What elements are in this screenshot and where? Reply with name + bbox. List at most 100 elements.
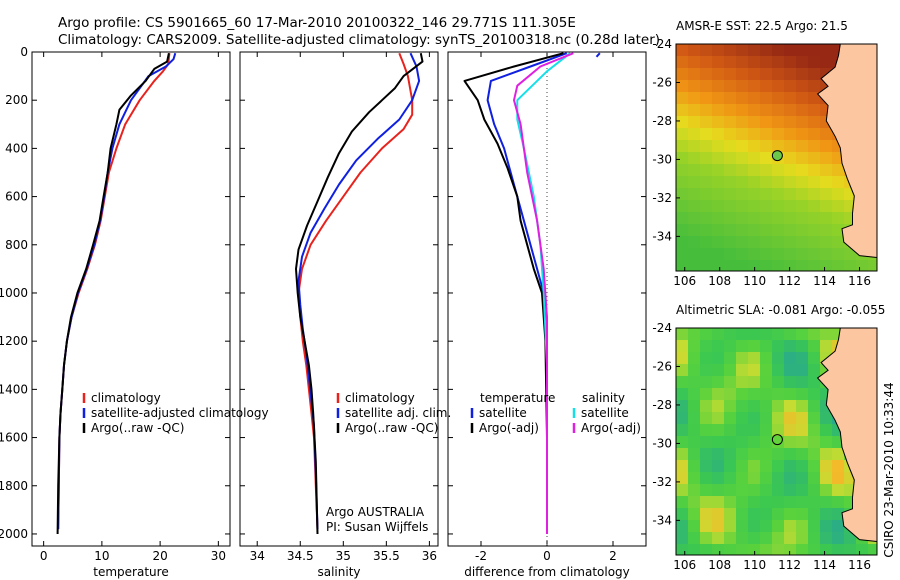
map-cell [784, 44, 797, 57]
map-cell [712, 188, 725, 201]
map-cell [772, 448, 785, 461]
map-cell [844, 248, 857, 261]
map-cell [736, 140, 749, 153]
map-cell [712, 92, 725, 105]
map-cell [796, 212, 809, 225]
map-cell [700, 376, 713, 389]
map-cell [868, 260, 877, 271]
map-cell [796, 544, 809, 555]
series-line [595, 52, 601, 58]
map-cell [736, 116, 749, 129]
map-cell [808, 152, 821, 165]
map-cell [712, 472, 725, 485]
map-cell [712, 484, 725, 497]
figure-title-line1: Argo profile: CS 5901665_60 17-Mar-2010 … [58, 15, 576, 31]
map-cell [748, 56, 761, 69]
map-cell [760, 80, 773, 93]
map-cell [760, 164, 773, 177]
map-cell [820, 128, 833, 141]
map-x-tick-label: 112 [778, 274, 801, 288]
map-cell [784, 388, 797, 401]
map-cell [676, 436, 689, 449]
map-cell [748, 448, 761, 461]
map-cell [772, 508, 785, 521]
map-cell [832, 200, 845, 213]
map-cell [676, 188, 689, 201]
map-cell [676, 260, 689, 271]
map-cell [724, 436, 737, 449]
map-cell [832, 212, 845, 225]
map-cell [748, 224, 761, 237]
map-cell [760, 544, 773, 555]
map-cell [820, 44, 833, 57]
map-cell [772, 544, 785, 555]
map-cell [784, 176, 797, 189]
map-cell [712, 212, 725, 225]
map-cell [796, 460, 809, 473]
map-cell [760, 188, 773, 201]
legend-label: climatology [91, 391, 161, 405]
map-cell [700, 484, 713, 497]
map-cell [760, 44, 773, 57]
map-cell [748, 388, 761, 401]
map-cell [736, 92, 749, 105]
y-tick-label: 200 [5, 93, 28, 107]
map-cell [772, 376, 785, 389]
map-cell [736, 224, 749, 237]
map-cell [784, 140, 797, 153]
map-cell [688, 460, 701, 473]
map-cell [712, 44, 725, 57]
map-cell [784, 400, 797, 413]
map-cell [748, 460, 761, 473]
map-cell [832, 248, 845, 261]
map-cell [724, 364, 737, 377]
map-cell [676, 448, 689, 461]
map-cell [820, 412, 833, 425]
map-cell [700, 200, 713, 213]
map-cell [760, 224, 773, 237]
map-x-tick-label: 108 [708, 558, 731, 572]
x-tick-label: 36 [422, 549, 437, 563]
map-cell [676, 364, 689, 377]
map-cell [724, 212, 737, 225]
map-cell [676, 68, 689, 81]
map-cell [820, 152, 833, 165]
map-cell [712, 412, 725, 425]
map-cell [760, 340, 773, 353]
map-cell [724, 104, 737, 117]
map-cell [700, 152, 713, 165]
map-cell [796, 388, 809, 401]
map-cell [808, 460, 821, 473]
map-cell [784, 496, 797, 509]
x-tick-label: 34.5 [287, 549, 314, 563]
map-cell [712, 200, 725, 213]
map-cell [760, 424, 773, 437]
map-cell [712, 80, 725, 93]
legend-label: satellite-adjusted climatology [91, 406, 269, 420]
series-group-difference [463, 52, 601, 534]
map-cell [832, 472, 845, 485]
land-mass [817, 328, 877, 555]
map-cell [772, 200, 785, 213]
x-tick-label: 2 [609, 549, 617, 563]
map-cell [724, 80, 737, 93]
map-cell [724, 508, 737, 521]
map-cell [736, 128, 749, 141]
map-cell [712, 496, 725, 509]
map-cell [712, 248, 725, 261]
map-cell [760, 200, 773, 213]
map-cell [760, 436, 773, 449]
legend-label: satellite adj. clim. [345, 406, 451, 420]
map-cell [688, 212, 701, 225]
map-cell [820, 176, 833, 189]
map-cell [724, 128, 737, 141]
map-sst_map: AMSR-E SST: 22.5 Argo: 21.5 -24 -26 -28 -30 -… [652, 19, 878, 288]
map-cell [748, 508, 761, 521]
map-cell [796, 56, 809, 69]
legend-label: Argo(..raw -QC) [91, 421, 184, 435]
annotation-pi: PI: Susan Wijffels [326, 520, 428, 534]
map-cell [688, 496, 701, 509]
legend-difference: temperaturesatelliteArgo(-adj)salinitysa… [470, 391, 641, 435]
map-cell [736, 164, 749, 177]
